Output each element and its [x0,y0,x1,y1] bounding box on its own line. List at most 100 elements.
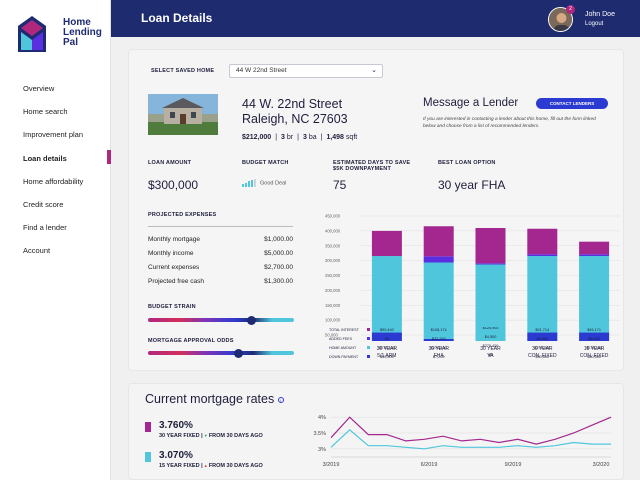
sidebar-item-account[interactable]: Account [23,246,51,256]
days-to-save-value: 75 [333,178,347,192]
rate-series-line [330,416,612,445]
table-cell: $0 [385,337,389,341]
mortgage-rates-card: Current mortgage rates i 3.760% 30 YEAR F… [128,383,624,480]
table-cell: $275,400 [431,346,447,350]
signal-bars-icon [242,179,256,187]
bar-segment [475,227,506,264]
approval-odds-slider[interactable] [148,348,294,358]
x-tick-label: 6/2019 [421,462,438,468]
days-to-save-label-line2: $5K DOWNPAYMENT [333,166,392,172]
info-icon[interactable]: i [277,396,284,403]
rate-trend-text: FROM 30 DAYS AGO [208,433,263,439]
expense-label: Projected free cash [148,278,205,285]
message-lender-title: Message a Lender [423,97,519,109]
saved-home-select[interactable]: 44 W 22nd Street ⌄ [229,64,383,78]
notification-badge[interactable]: 2 [566,5,575,14]
y-tick-label: 100,000 [325,318,341,323]
contact-lenders-button[interactable]: CONTACT LENDERS [536,98,608,109]
address-line-2: Raleigh, NC 27603 [242,112,348,126]
x-tick-label: 30 YEAR [480,346,501,352]
rate-value: 3.760% [159,420,193,431]
table-cell: $30,500 [380,355,394,359]
sidebar-item-find-a-lender[interactable]: Find a lender [23,223,67,233]
select-home-label: SELECT SAVED HOME [151,68,215,74]
rate-term-label: 30 YEAR FIXED | [159,433,203,439]
y-tick-label: 4% [318,415,326,421]
table-cell: $275,400 [379,346,395,350]
y-tick-label: 3.5% [313,431,326,437]
y-tick-label: 200,000 [325,288,341,293]
bar-segment [475,264,506,341]
table-cell: $275,400 [586,346,602,350]
table-cell: $91,714 [535,328,549,332]
baths-count: 3 [302,134,307,141]
rate-term-label: 15 YEAR FIXED | [159,463,203,469]
loan-comparison-chart: 450,000 400,000 350,000 300,000 250,000 200,0… [325,214,620,359]
days-to-save-label: ESTIMATED DAYS TO SAVE $5K DOWNPAYMENT [333,160,410,172]
x-tick-label: 3/2020 [593,462,610,468]
legend-label: ADDED FEES [329,337,353,341]
sidebar-item-overview[interactable]: Overview [23,84,55,93]
x-tick-label: 9/2019 [505,462,522,468]
budget-strain-slider[interactable] [148,315,294,325]
table-cell: $6,500 [588,337,600,341]
loan-details-card: SELECT SAVED HOME 44 W 22nd Street ⌄ 44 … [128,49,624,371]
sidebar-item-home-affordability[interactable]: Home affordability [23,176,84,186]
legend-label: TOTAL INTEREST [329,328,360,332]
table-cell: $45,171 [587,328,601,332]
chart-legend-table: TOTAL INTEREST $90,440 $108,174 $126,903 $91… [329,327,602,359]
top-header: Loan Details 2 John Doe Logout [111,0,640,37]
table-cell: $30,500 [535,355,549,359]
bar-segment [579,241,610,255]
expense-row: Current expenses $2,700.00 [148,264,293,271]
saved-home-value: 44 W 22nd Street [236,67,287,74]
bar-segment [579,254,610,257]
bar-segment [475,263,506,265]
approval-odds-handle[interactable] [234,348,244,358]
rate-subtitle: 15 YEAR FIXED | ▲ FROM 30 DAYS AGO [159,463,263,469]
rates-title: Current mortgage rates i [145,392,284,406]
sidebar-item-improvement-plan[interactable]: Improvement plan [23,130,84,140]
days-to-save-label-line1: ESTIMATED DAYS TO SAVE [333,160,411,166]
sidebar-nav: Overview Home search Improvement plan Loan … [0,82,111,268]
x-tick-label: FHA [434,353,445,359]
table-cell: $22,293 [432,337,446,341]
x-tick-label: 15 YEAR [584,346,605,352]
x-tick-label: 30 YEAR [532,346,553,352]
sidebar-item-loan-details[interactable]: Loan details [0,149,111,175]
x-tick-label: 3/2019 [323,462,340,468]
arrow-down-icon: ▼ [202,433,209,438]
budget-strain-handle[interactable] [247,315,257,325]
table-cell: $126,903 [483,327,499,330]
beds-unit: br [286,134,294,141]
property-price: $212,000 [242,134,272,141]
y-tick-label: 400,000 [325,228,341,233]
table-cell: $4,500 [485,335,497,339]
sidebar-item-credit-score[interactable]: Credit score [23,199,64,209]
best-option-label: BEST LOAN OPTION [438,160,496,166]
logout-link[interactable]: Logout [585,21,604,27]
y-tick-label: 300,000 [325,258,341,263]
expense-row: Monthly mortgage $1,000.00 [148,236,293,243]
x-tick-label: 5/1 ARM [377,353,396,359]
expense-row: Projected free cash $1,300.00 [148,278,293,285]
arrow-up-icon: ▲ [202,463,209,468]
divider [148,226,293,227]
brand-logo[interactable]: Home Lending Pal [18,16,108,56]
legend-swatch [367,337,370,340]
sqft-value: 1,498 [326,134,344,141]
best-option-value: 30 year FHA [438,178,506,192]
rate-trend-text: FROM 30 DAYS AGO [208,463,263,469]
expense-label: Current expenses [148,264,200,271]
y-tick-label: 250,000 [325,273,341,278]
avatar[interactable] [548,7,573,32]
sidebar-item-home-search[interactable]: Home search [23,107,68,117]
bar-segment [371,256,402,333]
y-tick-label: 3% [318,447,326,453]
rate-color-swatch [145,452,151,462]
legend-label: DOWN PAYMENT [329,355,359,359]
table-cell: $275,400 [483,344,499,348]
rate-series-line [330,428,611,450]
legend-swatch [367,346,370,349]
bar-segment [371,332,402,341]
